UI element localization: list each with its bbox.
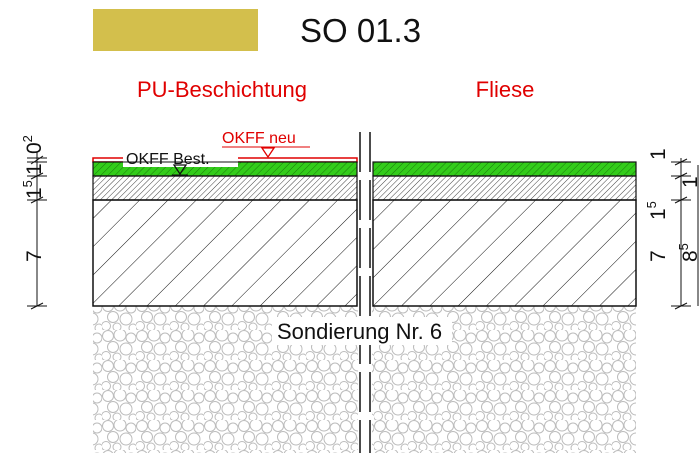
left-column-title: PU-Beschichtung: [137, 77, 307, 102]
left-slab-layer: [92, 199, 358, 307]
drawing-title: SO 01.3: [300, 12, 421, 49]
okff-new-marker-icon: [260, 147, 276, 159]
left-dim-d: 7: [23, 250, 46, 262]
right-screed-layer: [372, 175, 637, 201]
okff-new-label: OKFF neu: [222, 130, 296, 147]
color-swatch: [93, 9, 258, 51]
okff-existing-label: OKFF Best.: [126, 151, 210, 168]
right-section: [372, 161, 637, 307]
left-section: [92, 157, 358, 307]
left-screed-layer: [92, 175, 358, 201]
right-dim-c: 15: [644, 201, 670, 220]
right-dim-d: 7: [647, 250, 670, 262]
probe-label: Sondierung Nr. 6: [277, 319, 442, 344]
section-gap: [358, 150, 372, 453]
left-dim-a: 02: [20, 135, 46, 154]
left-dim-b: 1: [23, 163, 46, 175]
right-dim-e: 85: [676, 243, 700, 262]
right-dim-a: 1: [647, 148, 670, 160]
right-dim-b: 1: [679, 176, 700, 188]
right-column-title: Fliese: [476, 77, 535, 102]
right-tile-layer: [372, 161, 637, 177]
left-dim-c: 15: [20, 180, 46, 199]
right-dimension-chain: 1 1 15 7 85: [644, 148, 700, 310]
right-slab-layer: [372, 199, 637, 307]
okff-existing-marker-icon: [172, 164, 188, 176]
left-dimension-chain: 02 1 15 7: [20, 135, 47, 310]
